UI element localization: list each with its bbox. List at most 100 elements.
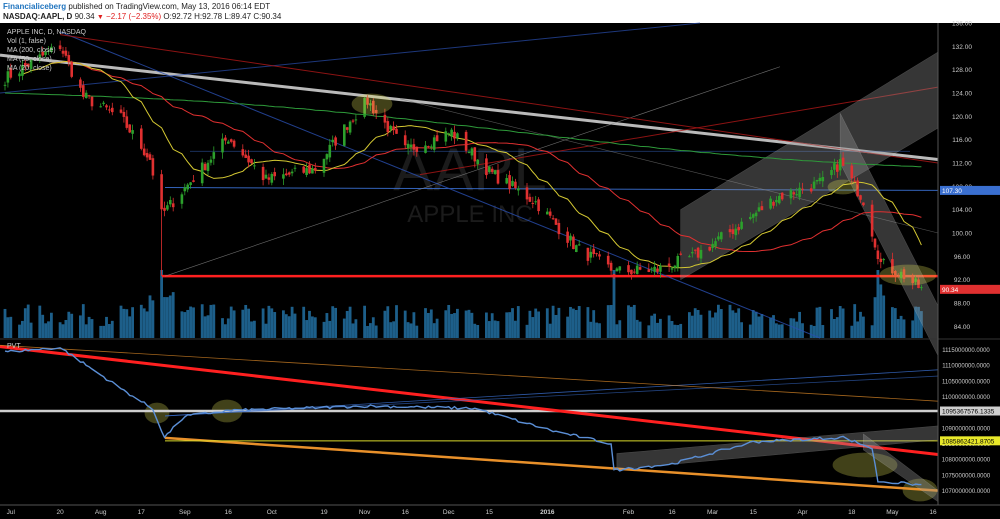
quote-line: NASDAQ:AAPL, D 90.34 ▼ −2.17 (−2.35%) O:… xyxy=(3,12,281,21)
price-tick-label: 96.00 xyxy=(954,254,971,261)
candle xyxy=(38,50,42,64)
volume-bar xyxy=(737,308,741,338)
candle-body xyxy=(557,222,561,235)
candle-body xyxy=(343,124,346,146)
candle xyxy=(140,125,143,151)
volume-bar xyxy=(554,314,558,338)
candle xyxy=(650,266,653,274)
publisher-name[interactable]: Financialiceberg xyxy=(3,2,67,11)
candle xyxy=(873,238,877,250)
volume-bar xyxy=(29,322,33,338)
volume-bar xyxy=(914,306,917,338)
volume-bar xyxy=(328,320,332,338)
candle-body xyxy=(546,211,549,215)
candle xyxy=(119,105,123,114)
candle-body xyxy=(406,143,410,149)
candle xyxy=(801,182,804,194)
candle xyxy=(253,159,256,170)
candle xyxy=(917,277,920,289)
candle-body xyxy=(447,133,450,135)
candle xyxy=(612,273,616,280)
candle-body xyxy=(577,244,581,246)
volume-bar xyxy=(598,323,601,338)
candle xyxy=(171,197,175,212)
volume-bar xyxy=(226,318,230,338)
candle-body xyxy=(899,271,903,279)
candle-body xyxy=(740,221,743,229)
candle xyxy=(305,162,308,178)
candle xyxy=(537,197,540,215)
candle xyxy=(473,147,477,168)
candle xyxy=(789,188,793,205)
candle xyxy=(227,139,230,144)
date-tick-label: 15 xyxy=(486,509,494,516)
volume-bar xyxy=(139,304,143,338)
candle-body xyxy=(108,109,111,111)
candle xyxy=(325,153,329,165)
pvt-label-yellow-bg xyxy=(940,436,1000,446)
volume-bar xyxy=(688,312,691,338)
candle-body xyxy=(163,207,166,211)
candle-body xyxy=(119,109,123,113)
candle xyxy=(372,98,375,116)
volume-bar xyxy=(345,310,349,338)
volume-bar xyxy=(447,304,451,338)
candle xyxy=(749,212,752,221)
candle xyxy=(9,63,13,80)
volume-bar xyxy=(719,309,723,338)
volume-bar xyxy=(325,313,329,338)
candle xyxy=(145,148,149,162)
candle-body xyxy=(714,241,717,247)
volume-bar xyxy=(514,320,517,338)
low-value: L:89.47 xyxy=(224,12,252,21)
candle xyxy=(737,223,740,235)
volume-bar xyxy=(586,307,590,338)
high-value: H:92.78 xyxy=(194,12,223,21)
volume-bar xyxy=(166,297,169,338)
volume-bar xyxy=(630,306,633,338)
candle xyxy=(676,253,680,272)
candle xyxy=(833,158,836,176)
candle-body xyxy=(409,144,413,148)
candle-body xyxy=(308,164,311,174)
volume-bar xyxy=(241,309,245,338)
volume-bar xyxy=(618,320,622,338)
volume-bar xyxy=(348,306,352,338)
volume-bar xyxy=(920,311,923,338)
candle-body xyxy=(575,245,578,252)
price-change: −2.17 (−2.35%) xyxy=(106,12,162,21)
volume-bar xyxy=(841,308,845,338)
candle xyxy=(670,266,674,273)
candle xyxy=(447,132,450,137)
candle-body xyxy=(403,135,407,146)
candle-body xyxy=(598,254,601,257)
volume-bar xyxy=(450,313,453,338)
candle xyxy=(61,46,65,58)
candle xyxy=(635,261,639,275)
volume-bar xyxy=(41,314,45,338)
legend-vol: Vol (1, false) xyxy=(7,38,46,45)
volume-bar xyxy=(313,317,317,338)
volume-bar xyxy=(125,309,129,338)
candle-body xyxy=(708,246,711,251)
axes: 136.00 132.00 128.00 124.00 120.00 116.00 112.… xyxy=(0,21,1000,516)
candle xyxy=(209,156,213,166)
volume-series xyxy=(3,270,923,338)
volume-bar xyxy=(505,312,509,338)
candle xyxy=(551,214,555,221)
candle-body xyxy=(128,124,131,133)
candle xyxy=(606,251,610,268)
candle-body xyxy=(548,211,552,216)
candle xyxy=(659,263,662,278)
candle xyxy=(609,260,613,277)
volume-bar xyxy=(87,316,91,338)
candle xyxy=(575,244,578,253)
candle xyxy=(899,268,903,283)
candle-body xyxy=(775,199,778,203)
candle-body xyxy=(795,194,798,196)
volume-bar xyxy=(850,325,854,338)
candle xyxy=(427,145,430,149)
candle xyxy=(653,261,656,276)
price-tick-label: 104.00 xyxy=(952,207,972,214)
